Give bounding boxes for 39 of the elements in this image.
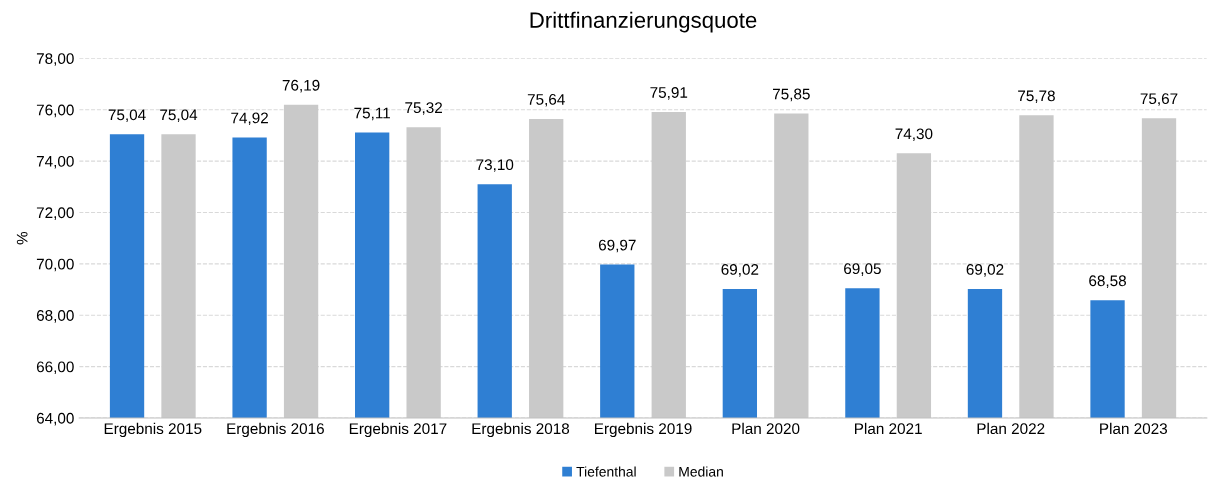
data-label: 75,04 bbox=[160, 109, 198, 123]
data-label: 75,78 bbox=[1018, 90, 1055, 104]
y-tick-label: 72,00 bbox=[36, 207, 74, 220]
data-label: 69,02 bbox=[721, 264, 759, 277]
data-label: 68,58 bbox=[1089, 275, 1126, 288]
data-label: 69,02 bbox=[966, 264, 1004, 277]
y-tick-label: 74,00 bbox=[36, 155, 74, 169]
x-tick-label: Ergebnis 2016 bbox=[227, 422, 324, 438]
data-label: 69,97 bbox=[598, 239, 636, 253]
x-tick-label: Plan 2023 bbox=[1100, 422, 1168, 435]
y-tick-label: 76,00 bbox=[36, 104, 74, 118]
chart-title: Drittfinanzierungsquote bbox=[530, 11, 757, 33]
data-label: 75,04 bbox=[108, 109, 146, 123]
y-tick-label: 78,00 bbox=[36, 53, 74, 66]
y-tick-label: 64,00 bbox=[36, 412, 74, 426]
x-tick-label: Ergebnis 2017 bbox=[349, 422, 447, 438]
data-label: 75,67 bbox=[1140, 93, 1178, 106]
data-label: 76,19 bbox=[282, 79, 320, 93]
x-tick-label: Ergebnis 2018 bbox=[472, 422, 570, 438]
x-tick-label: Plan 2021 bbox=[855, 422, 922, 435]
x-tick-label: Plan 2022 bbox=[977, 422, 1045, 435]
data-label: 74,30 bbox=[895, 128, 933, 142]
y-tick-label: 68,00 bbox=[36, 310, 74, 323]
data-label: 73,10 bbox=[476, 159, 514, 172]
x-tick-label: Ergebnis 2015 bbox=[104, 422, 202, 438]
data-label: 75,11 bbox=[354, 107, 390, 121]
data-label: 74,92 bbox=[231, 112, 268, 126]
x-tick-label: Ergebnis 2019 bbox=[595, 422, 692, 438]
x-tick-label: Plan 2020 bbox=[732, 422, 800, 435]
legend-label: Median bbox=[679, 466, 723, 477]
data-label: 69,05 bbox=[844, 263, 881, 276]
legend-label: Tiefenthal bbox=[576, 466, 636, 477]
y-tick-label: 66,00 bbox=[36, 361, 74, 375]
data-label: 75,32 bbox=[405, 102, 442, 115]
data-label: 75,64 bbox=[527, 94, 565, 107]
data-label: 75,85 bbox=[772, 88, 810, 102]
y-axis-title: % bbox=[16, 231, 28, 245]
data-label: 75,91 bbox=[650, 87, 688, 100]
y-tick-label: 70,00 bbox=[36, 258, 74, 272]
